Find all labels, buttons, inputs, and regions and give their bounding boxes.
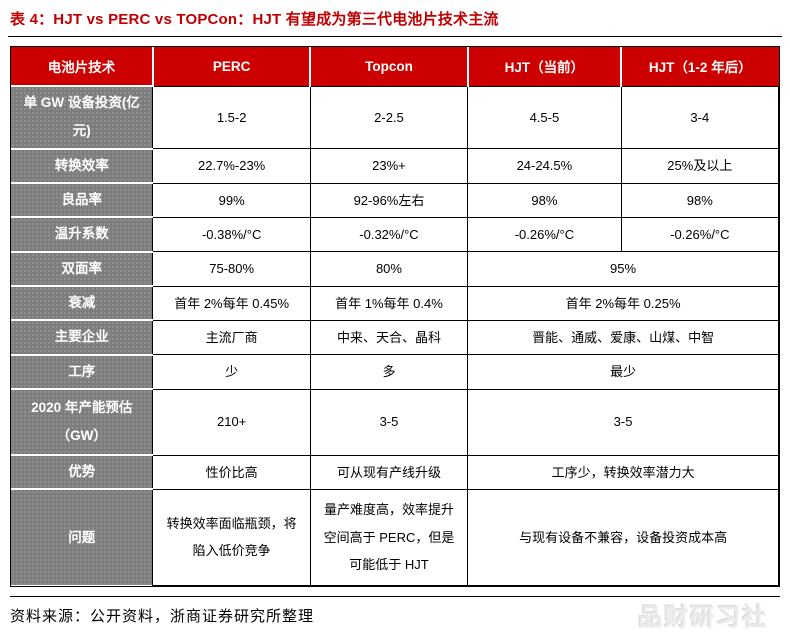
row-header: 温升系数	[11, 216, 154, 253]
table-cell: 可从现有产线升级	[309, 454, 469, 490]
table-row: 问题 转换效率面临瓶颈，将陷入低价竞争 量产难度高，效率提升空间高于 PERC，但是…	[11, 488, 779, 586]
table-cell: 3-5	[309, 388, 469, 456]
header-row: 电池片技术 PERC Topcon HJT（当前） HJT（1-2 年后）	[11, 47, 779, 87]
table-cell: 95%	[467, 251, 779, 287]
table-cell: 2-2.5	[309, 85, 469, 150]
table-cell: -0.38%/°C	[152, 216, 311, 253]
table-cell: 转换效率面临瓶颈，将陷入低价竞争	[152, 488, 311, 586]
table-cell: 中来、天合、晶科	[309, 319, 469, 356]
watermark: 品财研习社	[638, 603, 768, 631]
table-row: 温升系数 -0.38%/°C -0.32%/°C -0.26%/°C -0.26%/°C	[11, 216, 780, 253]
table-cell: 量产难度高，效率提升空间高于 PERC，但是可能低于 HJT	[309, 488, 469, 586]
row-header: 双面率	[11, 250, 154, 288]
table-cell: 25%及以上	[620, 148, 780, 184]
table-row: 双面率 75-80% 80% 95%	[11, 250, 779, 288]
table-cell: 工序少，转换效率潜力大	[467, 454, 779, 490]
table-cell: 22.7%-23%	[152, 148, 311, 184]
row-header: 2020 年产能预估（GW）	[11, 388, 154, 457]
table-cell: -0.26%/°C	[467, 216, 622, 253]
table-title: 表 4：HJT vs PERC vs TOPCon：HJT 有望成为第三代电池片…	[10, 11, 499, 28]
row-header: 转换效率	[11, 147, 154, 185]
column-header-perc: PERC	[151, 47, 312, 87]
column-header-hjt-future: HJT（1-2 年后）	[620, 47, 779, 87]
table-cell: 92-96%左右	[309, 182, 469, 218]
column-header-hjt-current: HJT（当前）	[466, 47, 623, 87]
table-cell: 98%	[467, 182, 622, 218]
table-cell: 23%+	[309, 148, 469, 184]
row-header: 优势	[11, 454, 154, 491]
footer-bar: 资料来源：公开资料，浙商证券研究所整理 品财研习社	[10, 595, 780, 631]
table-cell: 性价比高	[152, 454, 311, 490]
table-cell: 75-80%	[152, 251, 311, 287]
table-cell: 210+	[152, 388, 311, 456]
table-cell: 最少	[467, 354, 779, 390]
table-row: 转换效率 22.7%-23% 23%+ 24-24.5% 25%及以上	[11, 147, 780, 185]
table-row: 主要企业 主流厂商 中来、天合、晶科 晋能、通威、爱康、山煤、中智	[11, 319, 779, 356]
table-cell: 99%	[152, 182, 311, 218]
row-header: 良品率	[11, 182, 154, 219]
table-cell: 80%	[309, 251, 469, 287]
table-row: 2020 年产能预估（GW） 210+ 3-5 3-5	[11, 388, 779, 457]
table-cell: 首年 2%每年 0.45%	[152, 285, 311, 321]
table-cell: -0.26%/°C	[620, 216, 780, 253]
row-header: 问题	[11, 488, 154, 586]
table-cell: 4.5-5	[467, 85, 622, 150]
table-cell: 首年 2%每年 0.25%	[467, 285, 779, 321]
column-header-tech: 电池片技术	[11, 47, 154, 87]
table-cell: 晋能、通威、爱康、山煤、中智	[467, 319, 779, 356]
table-cell: 首年 1%每年 0.4%	[309, 285, 469, 321]
table-cell: 主流厂商	[152, 319, 311, 356]
table-row: 优势 性价比高 可从现有产线升级 工序少，转换效率潜力大	[11, 454, 779, 491]
table-cell: 少	[152, 354, 311, 390]
column-header-topcon: Topcon	[309, 47, 469, 87]
comparison-table: 电池片技术 PERC Topcon HJT（当前） HJT（1-2 年后） 单 …	[11, 47, 780, 586]
table-cell: 多	[309, 354, 469, 390]
table-cell: 3-4	[620, 85, 780, 150]
comparison-table-wrap: 电池片技术 PERC Topcon HJT（当前） HJT（1-2 年后） 单 …	[10, 46, 780, 587]
row-header: 衰减	[11, 285, 154, 322]
title-divider	[8, 36, 782, 37]
table-cell: 与现有设备不兼容，设备投资成本高	[467, 488, 779, 586]
table-cell: 1.5-2	[152, 85, 311, 150]
table-cell: 98%	[620, 182, 780, 218]
table-row: 良品率 99% 92-96%左右 98% 98%	[11, 182, 780, 219]
table-cell: -0.32%/°C	[309, 216, 469, 253]
table-row: 工序少多最少	[11, 353, 779, 391]
footer-divider	[10, 595, 780, 597]
table-cell: 24-24.5%	[467, 148, 622, 184]
row-header: 工序	[11, 353, 154, 391]
table-row: 单 GW 设备投资(亿元) 1.5-2 2-2.5 4.5-5 3-4	[11, 85, 780, 150]
row-header: 单 GW 设备投资(亿元)	[11, 85, 154, 150]
table-row: 衰减 首年 2%每年 0.45% 首年 1%每年 0.4% 首年 2%每年 0.25%	[11, 285, 779, 322]
table-cell: 3-5	[467, 388, 779, 456]
row-header: 主要企业	[11, 319, 154, 356]
